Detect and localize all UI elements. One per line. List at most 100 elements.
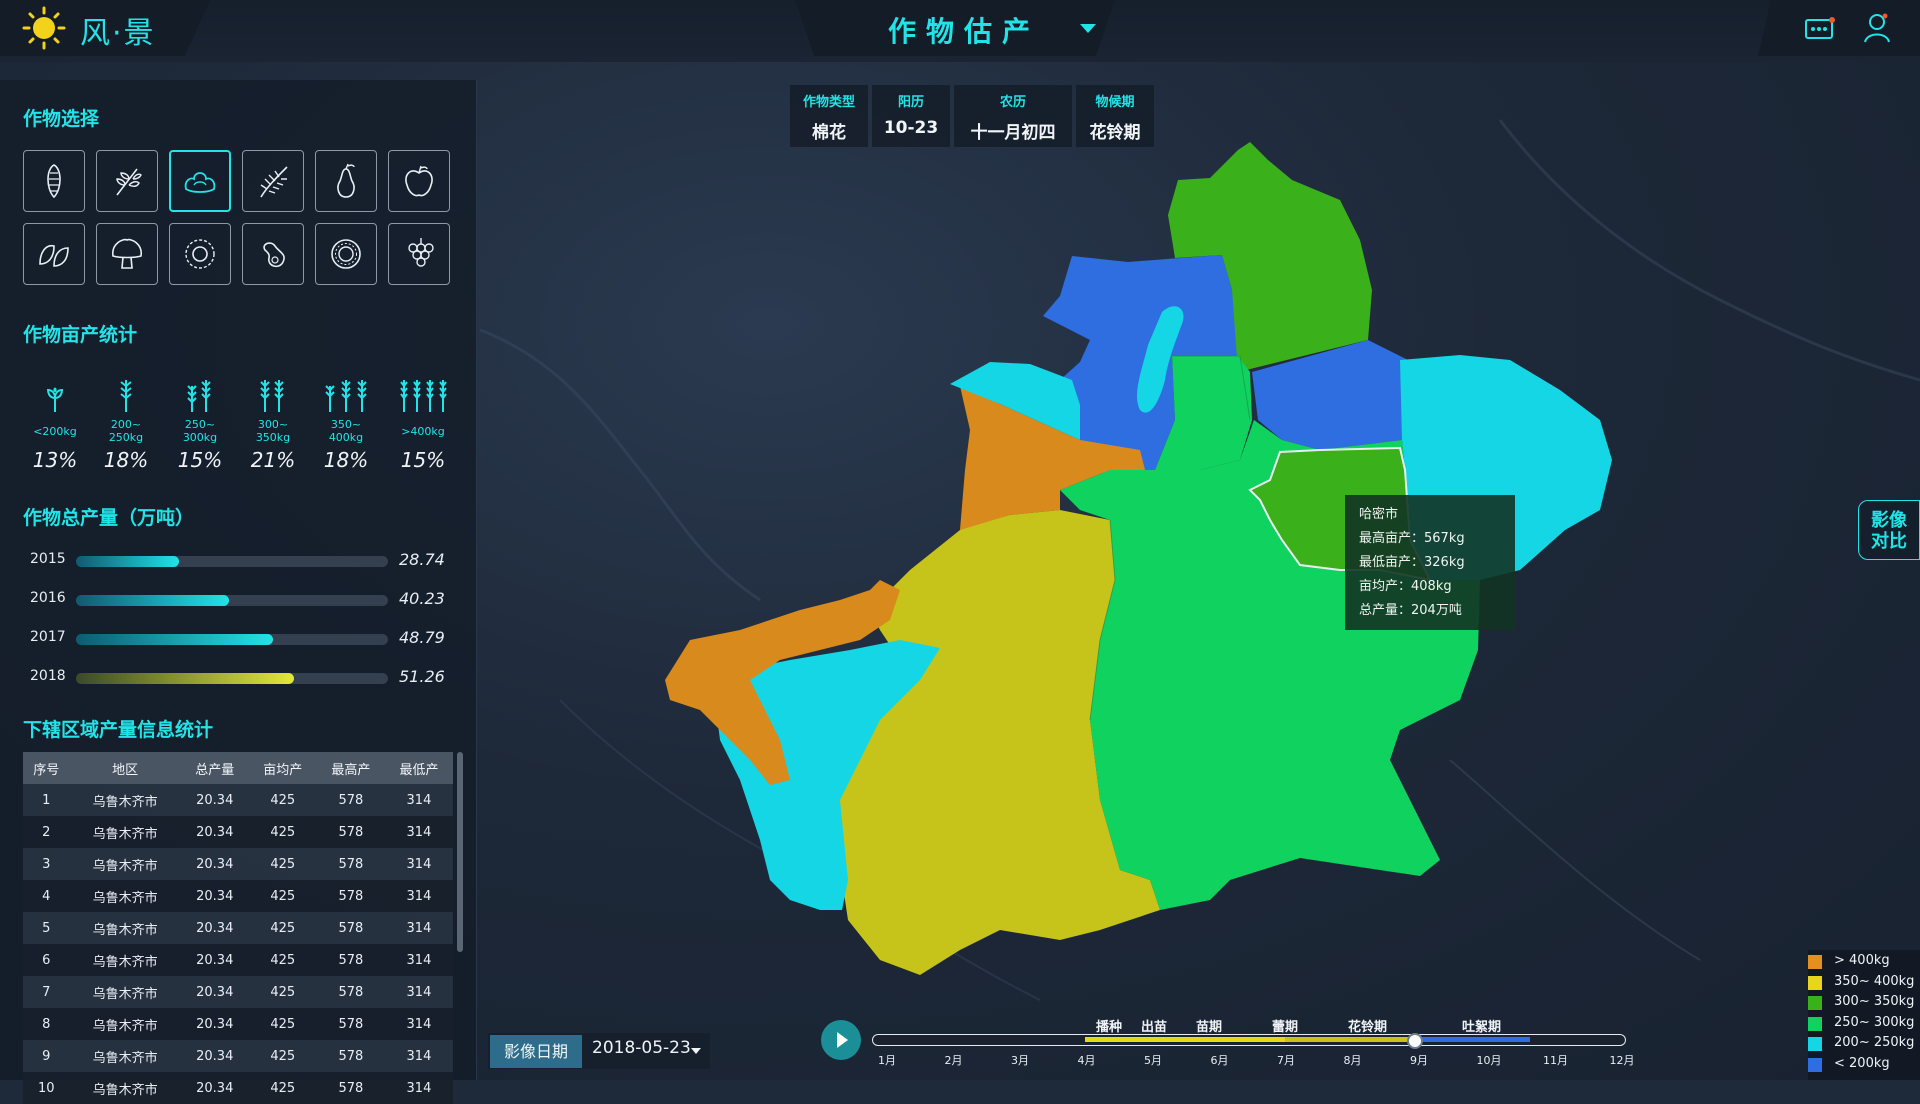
table-cell: 425 bbox=[248, 976, 317, 1008]
table-row[interactable]: 7 乌鲁木齐市 20.34 425 578 314 bbox=[23, 976, 453, 1008]
table-cell: 20.34 bbox=[180, 816, 249, 848]
yield-range-percent: 18% bbox=[323, 448, 369, 472]
table-cell: 10 bbox=[23, 1072, 70, 1104]
title-dropdown-icon[interactable] bbox=[1080, 24, 1096, 33]
legend-label: 250~ 300kg bbox=[1834, 1014, 1915, 1030]
map-region-center-north[interactable] bbox=[1155, 356, 1252, 470]
table-cell: 314 bbox=[384, 880, 453, 912]
crop-bean-button[interactable] bbox=[242, 223, 304, 285]
table-row[interactable]: 9 乌鲁木齐市 20.34 425 578 314 bbox=[23, 1040, 453, 1072]
app-logo-text: 风·景 bbox=[80, 16, 156, 51]
map-region-southwest-cyan[interactable] bbox=[715, 640, 940, 910]
timeline-track[interactable] bbox=[872, 1034, 1626, 1046]
legend-swatch bbox=[1808, 996, 1822, 1010]
crop-rice-button[interactable] bbox=[242, 150, 304, 212]
table-row[interactable]: 8 乌鲁木齐市 20.34 425 578 314 bbox=[23, 1008, 453, 1040]
timeline-month-label: 7月 bbox=[1277, 1054, 1295, 1067]
region-stats-title: 下辖区域产量信息统计 bbox=[23, 719, 214, 741]
timeline-stage-label: 花铃期 bbox=[1348, 1020, 1388, 1035]
table-cell: 314 bbox=[384, 848, 453, 880]
map-region-southwest-orange[interactable] bbox=[665, 580, 900, 785]
timeline-stage-label: 吐絮期 bbox=[1462, 1020, 1502, 1035]
table-row[interactable]: 3 乌鲁木齐市 20.34 425 578 314 bbox=[23, 848, 453, 880]
grape-icon bbox=[408, 238, 434, 267]
map-region-west-orange[interactable] bbox=[960, 386, 1145, 530]
table-row[interactable]: 10 乌鲁木齐市 20.34 425 578 314 bbox=[23, 1072, 453, 1104]
table-cell: 578 bbox=[316, 976, 385, 1008]
timeline-month-label: 8月 bbox=[1343, 1054, 1362, 1067]
info-value: 花铃期 bbox=[1089, 123, 1141, 143]
timeline-month-label: 5月 bbox=[1144, 1054, 1162, 1067]
table-cell: 乌鲁木齐市 bbox=[69, 784, 181, 816]
table-cell: 乌鲁木齐市 bbox=[69, 1040, 181, 1072]
info-solar-date: 阳历 10-23 bbox=[872, 85, 950, 147]
yield-range-5: 350~ 400kg 18% bbox=[316, 370, 376, 472]
crop-corn-button[interactable] bbox=[23, 150, 85, 212]
total-output-title: 作物总产量（万吨） bbox=[23, 507, 195, 529]
table-header-cell: 总产量 bbox=[180, 752, 249, 784]
crop-leaf-button[interactable] bbox=[23, 223, 85, 285]
bar-track bbox=[76, 673, 388, 684]
timeline-stage-label: 苗期 bbox=[1196, 1020, 1223, 1035]
legend-swatch bbox=[1808, 955, 1822, 969]
table-row[interactable]: 4 乌鲁木齐市 20.34 425 578 314 bbox=[23, 880, 453, 912]
table-cell: 乌鲁木齐市 bbox=[69, 816, 181, 848]
crop-wheat-button[interactable] bbox=[96, 150, 158, 212]
image-compare-button[interactable]: 影像 对比 bbox=[1858, 500, 1920, 560]
table-scrollbar[interactable] bbox=[457, 752, 463, 952]
yield-range-4: 300~ 350kg 21% bbox=[243, 370, 303, 472]
total-output-row: 2016 40.23 bbox=[30, 589, 450, 610]
year-value: 40.23 bbox=[399, 589, 445, 608]
legend-label: 300~ 350kg bbox=[1834, 994, 1915, 1009]
chevron-down-icon[interactable] bbox=[691, 1048, 701, 1054]
timeline-segment-emergence bbox=[1145, 1037, 1195, 1042]
map-region-south-yellow[interactable] bbox=[835, 510, 1160, 975]
image-date-select[interactable]: 2018-05-23 bbox=[592, 1038, 691, 1058]
timeline-segment-boll-opening bbox=[1410, 1037, 1530, 1042]
crop-melon-button[interactable] bbox=[315, 223, 377, 285]
table-cell: 1 bbox=[23, 784, 70, 816]
corn-icon bbox=[47, 164, 61, 199]
bar-fill bbox=[76, 634, 273, 645]
yield-range-percent: 18% bbox=[103, 448, 149, 472]
play-button[interactable] bbox=[821, 1020, 861, 1060]
table-row[interactable]: 1 乌鲁木齐市 20.34 425 578 314 bbox=[23, 784, 453, 816]
table-cell: 314 bbox=[384, 816, 453, 848]
table-cell: 乌鲁木齐市 bbox=[69, 976, 181, 1008]
yield-range-label: 200~ 250kg bbox=[108, 418, 144, 444]
message-icon[interactable] bbox=[1804, 16, 1836, 42]
timeline-month-label: 12月 bbox=[1609, 1054, 1635, 1067]
timeline-knob[interactable] bbox=[1407, 1033, 1423, 1049]
yield-stats-title: 作物亩产统计 bbox=[23, 324, 138, 346]
user-icon[interactable] bbox=[1862, 12, 1892, 44]
wheat-three-icon bbox=[325, 380, 367, 412]
table-cell: 314 bbox=[384, 784, 453, 816]
table-cell: 20.34 bbox=[180, 784, 249, 816]
table-cell: 20.34 bbox=[180, 880, 249, 912]
crop-grape-button[interactable] bbox=[388, 223, 450, 285]
table-header-cell: 亩均产 bbox=[248, 752, 317, 784]
crop-sunflower-button[interactable] bbox=[169, 223, 231, 285]
tooltip-region: 哈密市 bbox=[1359, 507, 1399, 522]
crop-mushroom-button[interactable] bbox=[96, 223, 158, 285]
crop-cotton-button[interactable] bbox=[169, 150, 231, 212]
page-title[interactable]: 作物估产 bbox=[888, 15, 1041, 48]
map-region-north[interactable] bbox=[1168, 142, 1372, 372]
crop-apple-button[interactable] bbox=[388, 150, 450, 212]
yield-range-percent: 21% bbox=[250, 448, 296, 472]
crop-pear-button[interactable] bbox=[315, 150, 377, 212]
table-cell: 314 bbox=[384, 1072, 453, 1104]
map-region-northwest[interactable] bbox=[1043, 255, 1240, 480]
yield-range-label: 300~ 350kg bbox=[255, 418, 291, 444]
info-value: 棉花 bbox=[812, 123, 846, 143]
map-region-northeast-blue[interactable] bbox=[1252, 340, 1410, 450]
table-row[interactable]: 2 乌鲁木齐市 20.34 425 578 314 bbox=[23, 816, 453, 848]
table-cell: 乌鲁木齐市 bbox=[69, 944, 181, 976]
table-row[interactable]: 5 乌鲁木齐市 20.34 425 578 314 bbox=[23, 912, 453, 944]
table-cell: 578 bbox=[316, 1040, 385, 1072]
legend-label: 350~ 400kg bbox=[1834, 973, 1915, 989]
bar-track bbox=[76, 595, 388, 606]
melon-icon bbox=[331, 239, 361, 269]
map-region-west-cyan[interactable] bbox=[950, 362, 1080, 440]
table-row[interactable]: 6 乌鲁木齐市 20.34 425 578 314 bbox=[23, 944, 453, 976]
